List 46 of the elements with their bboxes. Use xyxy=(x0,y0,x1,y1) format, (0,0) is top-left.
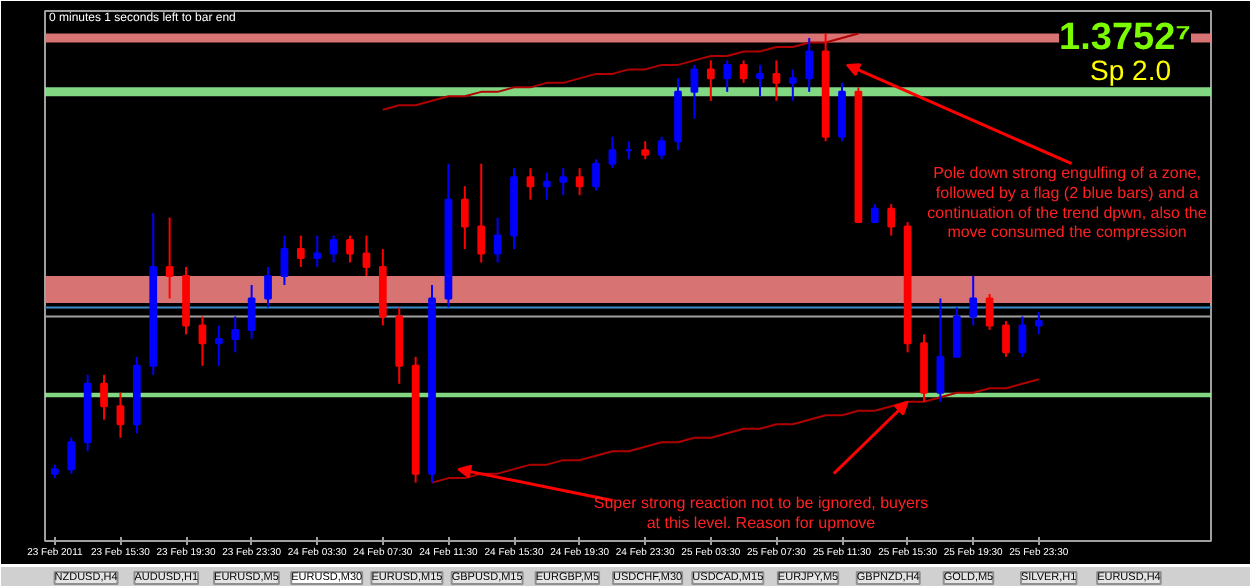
candlestick xyxy=(214,324,223,367)
candlestick xyxy=(756,63,764,98)
candlestick xyxy=(346,234,354,264)
candlestick xyxy=(493,216,502,264)
candlestick xyxy=(805,36,814,93)
candlestick xyxy=(575,167,584,197)
candlestick xyxy=(280,234,289,286)
candlestick xyxy=(67,436,76,475)
candlestick xyxy=(838,81,846,143)
candlestick xyxy=(329,234,338,264)
candlestick xyxy=(296,234,305,269)
candlestick xyxy=(608,135,617,170)
candlestick xyxy=(100,373,108,421)
candlestick xyxy=(887,203,896,237)
candlestick xyxy=(969,275,978,327)
candlestick xyxy=(264,266,272,309)
candlestick xyxy=(165,216,174,300)
candlestick xyxy=(985,292,994,331)
candlestick xyxy=(772,59,781,102)
candlestick xyxy=(460,185,469,251)
candlestick xyxy=(739,59,748,84)
text: Sp 2.0 xyxy=(1090,54,1172,87)
annotation: Pole down strong engulfing of a zone, followed by a flag (2 blue bars) and a continuation of the trend dpwn, also the move consumed the compression xyxy=(927,164,1208,242)
candlestick xyxy=(559,167,568,197)
text: 1.3752⁷ xyxy=(1059,16,1192,59)
annotation: Super strong reaction not to be ignored, buyers at this level. Reason for upmove xyxy=(593,493,929,532)
candlestick xyxy=(936,297,945,403)
candlestick xyxy=(723,59,732,93)
candlestick xyxy=(526,167,535,201)
candlestick xyxy=(247,283,256,340)
candlestick xyxy=(1034,310,1043,336)
candlestick xyxy=(477,162,486,264)
candlestick xyxy=(706,59,715,102)
candlestick xyxy=(231,315,240,354)
candlestick xyxy=(1018,315,1027,358)
candlestick xyxy=(198,315,207,367)
candlestick xyxy=(313,234,322,269)
candlestick xyxy=(690,63,699,120)
candlestick xyxy=(362,234,371,277)
candlestick xyxy=(788,68,797,102)
candlestick xyxy=(1002,319,1010,358)
candlestick xyxy=(657,135,666,161)
candlestick xyxy=(542,171,551,201)
candlestick xyxy=(952,306,961,358)
candlestick xyxy=(592,158,600,192)
candlestick xyxy=(116,391,125,439)
